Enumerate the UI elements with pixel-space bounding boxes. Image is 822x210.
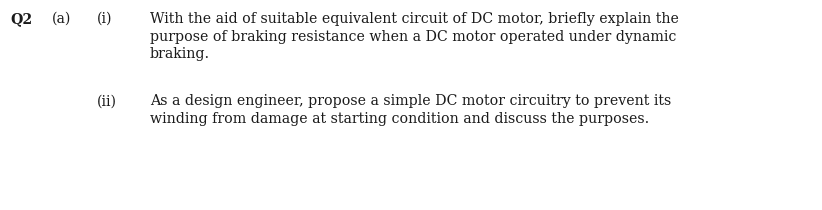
- Text: As a design engineer, propose a simple DC motor circuitry to prevent its: As a design engineer, propose a simple D…: [150, 94, 672, 109]
- Text: Q2: Q2: [10, 12, 32, 26]
- Text: (i): (i): [97, 12, 113, 26]
- Text: purpose of braking resistance when a DC motor operated under dynamic: purpose of braking resistance when a DC …: [150, 29, 677, 43]
- Text: braking.: braking.: [150, 47, 210, 61]
- Text: With the aid of suitable equivalent circuit of DC motor, briefly explain the: With the aid of suitable equivalent circ…: [150, 12, 679, 26]
- Text: winding from damage at starting condition and discuss the purposes.: winding from damage at starting conditio…: [150, 112, 649, 126]
- Text: (ii): (ii): [97, 94, 117, 109]
- Text: (a): (a): [52, 12, 72, 26]
